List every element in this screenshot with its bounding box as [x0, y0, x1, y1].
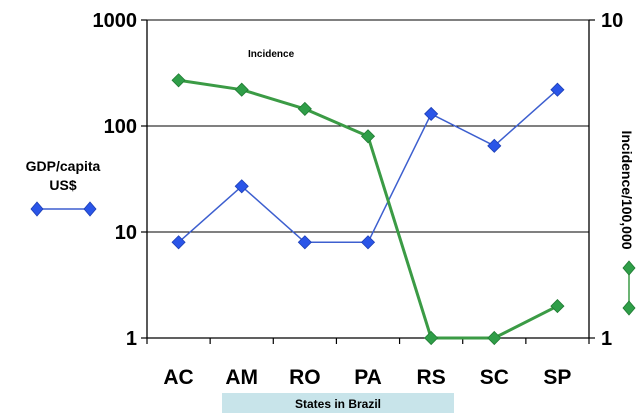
- data-point-marker: [487, 138, 502, 153]
- data-point-marker: [487, 330, 502, 346]
- series-gdp-per-capita: [171, 82, 565, 250]
- x-category-label: RS: [417, 366, 446, 389]
- axis-layer: [146, 20, 590, 339]
- data-point-marker: [234, 179, 249, 194]
- category-label-layer: AC AM RO PA RS SC SP: [146, 338, 590, 389]
- x-axis-title: States in Brazil: [295, 397, 381, 411]
- data-point-marker: [171, 235, 186, 250]
- x-category-label: PA: [354, 366, 382, 389]
- legend-marker-right: [83, 201, 97, 217]
- y-tick-label: 100: [104, 116, 137, 138]
- right-tick-label: 10: [601, 10, 623, 32]
- series-line: [178, 89, 558, 244]
- grid-layer: [147, 19, 589, 233]
- x-axis-title-box: States in Brazil: [222, 393, 454, 413]
- data-point-marker: [424, 330, 439, 346]
- x-category-label: RO: [289, 366, 321, 389]
- data-point-marker: [297, 101, 312, 116]
- data-point-marker: [234, 82, 249, 97]
- x-category-label: AC: [163, 366, 193, 389]
- incidence-annotation: Incidence: [248, 49, 295, 60]
- right-tick-label: 1: [601, 328, 612, 350]
- right-axis-title: Incidence/100,000: [619, 130, 635, 249]
- left-axis-title-line-1: GDP/capita: [26, 158, 101, 174]
- series-line: [178, 78, 559, 340]
- right-legend-marker-top: [622, 260, 636, 276]
- x-category-label: AM: [225, 366, 258, 389]
- left-axis-title: GDP/capita US$: [26, 158, 101, 193]
- data-point-marker: [550, 82, 565, 97]
- y-tick-layer: 1 10 100 1000: [93, 10, 147, 350]
- right-legend-sample: [622, 260, 636, 316]
- data-point-marker: [424, 106, 439, 121]
- data-point-marker: [550, 299, 565, 314]
- x-category-label: SC: [480, 366, 509, 389]
- left-axis-title-line-2: US$: [49, 177, 76, 193]
- legend-marker-left: [30, 201, 44, 217]
- data-point-marker: [360, 235, 376, 250]
- data-point-marker: [171, 73, 186, 88]
- data-point-marker: [360, 129, 376, 144]
- series-incidence: [171, 73, 565, 346]
- right-tick-layer: 1 10: [589, 10, 623, 350]
- x-category-label: SP: [543, 366, 571, 389]
- series-layer: [171, 73, 565, 346]
- y-tick-label: 1000: [93, 10, 138, 32]
- left-legend-sample: [30, 201, 97, 217]
- x-axis-title-bg: [222, 393, 454, 413]
- data-point-marker: [297, 235, 312, 250]
- y-tick-label: 10: [115, 222, 137, 244]
- y-tick-label: 1: [126, 328, 137, 350]
- right-legend-marker-bottom: [622, 300, 636, 316]
